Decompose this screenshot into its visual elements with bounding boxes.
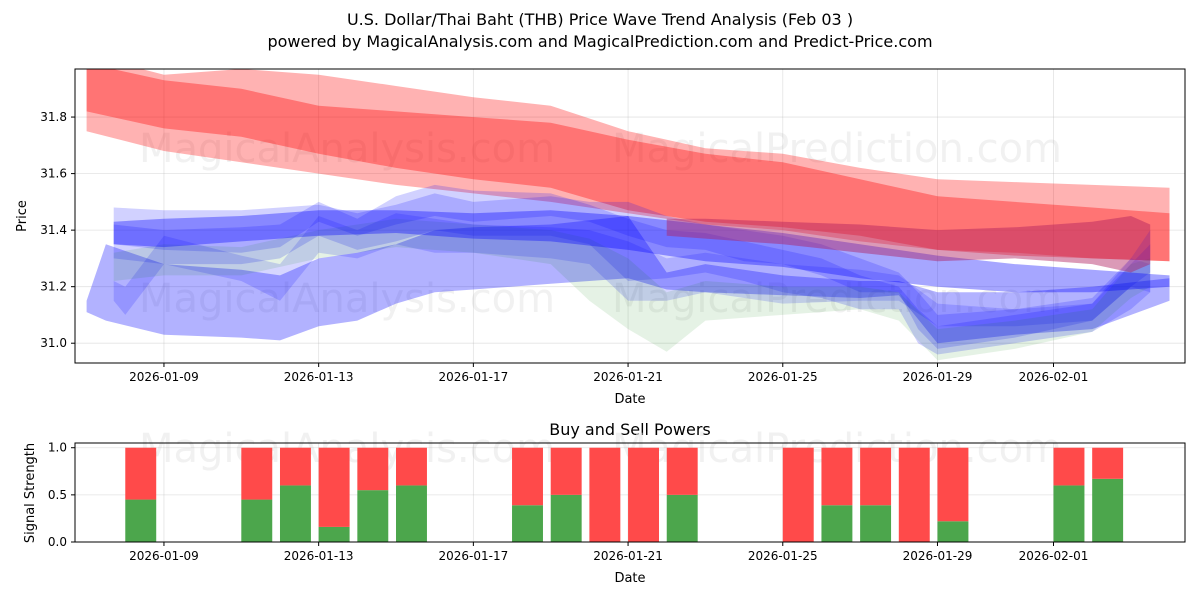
signal-x-tick-label-1: 2026-01-13 — [284, 549, 354, 563]
sell-bar-10 — [666, 447, 698, 495]
price-x-tick-label-5: 2026-01-29 — [903, 370, 973, 384]
sell-bar-8 — [589, 447, 621, 542]
sell-bar-11 — [782, 447, 814, 542]
buy-bar-3 — [318, 526, 350, 542]
sell-bar-0 — [125, 447, 157, 500]
buy-bar-13 — [860, 505, 892, 542]
band-blue-band-wide — [86, 216, 1170, 344]
signal-x-tick-label-5: 2026-01-29 — [903, 549, 973, 563]
signal-panel: Buy and Sell Powers MagicalAnalysis.comM… — [23, 420, 1186, 586]
band-blue-wave-3 — [113, 213, 1151, 327]
sell-bar-2 — [279, 447, 311, 486]
signal-plot-frame — [74, 442, 1186, 543]
price-x-tick-label-6: 2026-02-01 — [1019, 370, 1089, 384]
signal-chart-title: Buy and Sell Powers — [549, 420, 711, 439]
band-blue-band-narrow — [113, 210, 1170, 293]
buy-bar-1 — [241, 499, 273, 542]
buy-bar-2 — [279, 485, 311, 542]
sell-bar-6 — [512, 447, 543, 506]
price-y-tick-label-3: 31.6 — [40, 167, 67, 181]
buy-bar-7 — [550, 494, 582, 542]
sell-bar-17 — [1092, 447, 1124, 479]
sell-bar-9 — [628, 447, 660, 542]
buy-bar-4 — [357, 490, 389, 542]
watermark-analysis-top: MagicalAnalysis.com — [139, 126, 555, 172]
signal-x-tick-label-2: 2026-01-17 — [438, 549, 508, 563]
chart-subtitle: powered by MagicalAnalysis.com and Magic… — [267, 32, 932, 51]
price-y-tick-label-1: 31.2 — [40, 280, 67, 294]
band-blue-wave-1 — [113, 193, 1151, 349]
buy-bar-16 — [1053, 485, 1085, 542]
sell-bar-7 — [550, 447, 582, 495]
price-y-axis-label: Price — [15, 200, 30, 232]
signal-x-ticks: 2026-01-09 2026-01-13 2026-01-17 2026-01-21… — [129, 542, 1088, 563]
band-red-band-outer — [86, 69, 1170, 262]
price-x-tick-label-4: 2026-01-25 — [748, 370, 818, 384]
buy-bar-6 — [512, 505, 543, 542]
price-watermarks: MagicalAnalysis.com MagicalPrediction.com… — [139, 126, 1062, 322]
price-bands — [86, 69, 1170, 361]
sell-bar-1 — [241, 447, 273, 500]
buy-bar-5 — [396, 485, 427, 542]
watermark-analysis-bottom: MagicalAnalysis.com — [139, 276, 555, 322]
buy-bar-10 — [666, 494, 698, 542]
signal-x-tick-label-6: 2026-02-01 — [1019, 549, 1089, 563]
signal-y-tick-label-1: 0.5 — [48, 488, 67, 502]
watermark-prediction-bottom: MagicalPrediction.com — [612, 276, 1062, 322]
signal-y-axis-label: Signal Strength — [23, 443, 38, 543]
signal-x-tick-label-3: 2026-01-21 — [593, 549, 663, 563]
price-y-tick-label-4: 31.8 — [40, 110, 67, 124]
buy-bar-15 — [937, 521, 969, 542]
sell-bar-15 — [937, 447, 969, 522]
watermark-prediction-top: MagicalPrediction.com — [612, 126, 1062, 172]
buy-bar-17 — [1092, 478, 1124, 542]
sell-bar-5 — [396, 447, 427, 486]
band-purple-band — [666, 216, 1151, 273]
price-x-tick-label-2: 2026-01-17 — [438, 370, 508, 384]
sell-bar-13 — [860, 447, 892, 506]
buy-bar-0 — [125, 499, 157, 542]
price-y-ticks: 31.0 31.2 31.4 31.6 31.8 — [40, 110, 75, 350]
price-x-tick-label-3: 2026-01-21 — [593, 370, 663, 384]
price-y-tick-label-2: 31.4 — [40, 223, 67, 237]
signal-y-ticks: 0.0 0.5 1.0 — [48, 441, 75, 549]
signal-y-tick-label-2: 1.0 — [48, 441, 67, 455]
price-y-tick-label-0: 31.0 — [40, 336, 67, 350]
signal-x-tick-label-4: 2026-01-25 — [748, 549, 818, 563]
price-plot-frame — [74, 68, 1186, 364]
band-blue-wave-2 — [113, 184, 1151, 355]
buy-bar-12 — [821, 505, 853, 542]
signal-y-tick-label-0: 0.0 — [48, 535, 67, 549]
sell-bar-4 — [357, 447, 389, 491]
signal-x-axis-label: Date — [614, 571, 645, 586]
signal-x-tick-label-0: 2026-01-09 — [129, 549, 199, 563]
sell-bar-12 — [821, 447, 853, 506]
price-grid — [75, 69, 1185, 363]
band-red-band-inner — [86, 69, 1170, 262]
price-x-axis-label: Date — [614, 392, 645, 407]
sell-bar-16 — [1053, 447, 1085, 486]
price-x-tick-label-1: 2026-01-13 — [284, 370, 354, 384]
sell-bar-3 — [318, 447, 350, 527]
price-x-tick-label-0: 2026-01-09 — [129, 370, 199, 384]
price-panel: MagicalAnalysis.com MagicalPrediction.com… — [15, 68, 1186, 407]
signal-bars — [125, 447, 1124, 542]
band-green-wave — [113, 218, 1151, 361]
sell-bar-14 — [898, 447, 930, 542]
price-x-ticks: 2026-01-09 2026-01-13 2026-01-17 2026-01-21… — [129, 363, 1088, 384]
chart-title: U.S. Dollar/Thai Baht (THB) Price Wave T… — [347, 10, 853, 29]
